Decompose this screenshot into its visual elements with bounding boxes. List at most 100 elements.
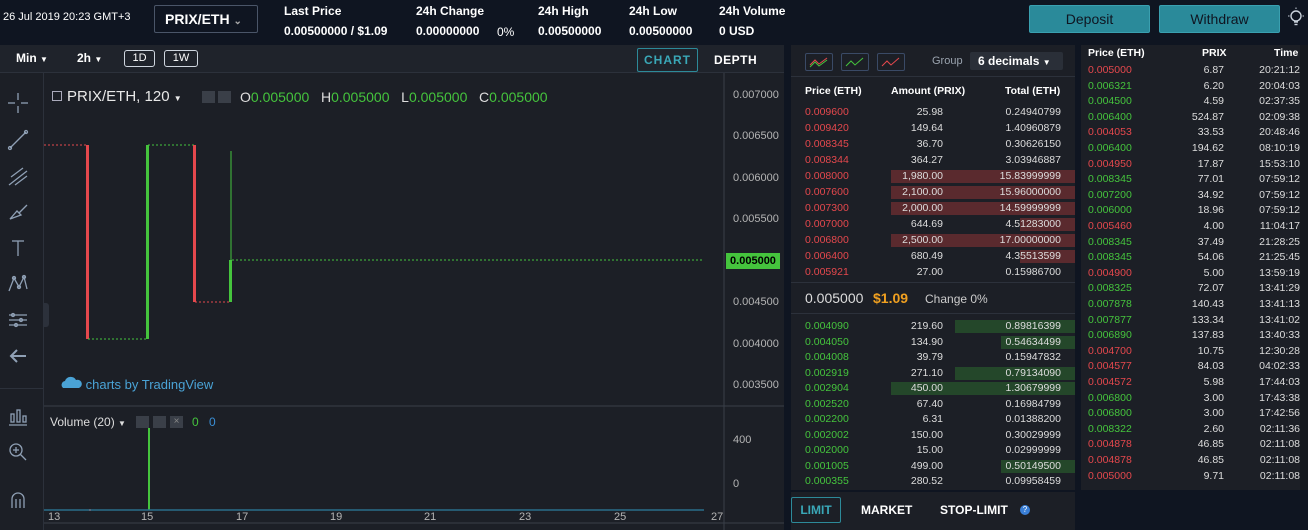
ask-row[interactable]: 0.009420 149.64 1.40960879 bbox=[791, 121, 1075, 136]
bid-row[interactable]: 0.004090 219.60 0.89816399 bbox=[791, 319, 1075, 334]
bid-row[interactable]: 0.002919 271.10 0.79134090 bbox=[791, 366, 1075, 381]
volume-legend[interactable]: Volume (20) ▼ bbox=[50, 415, 126, 429]
collapse-tools-handle[interactable] bbox=[43, 303, 49, 327]
bid-row[interactable]: 0.004008 39.79 0.15947832 bbox=[791, 350, 1075, 365]
trade-row[interactable]: 0.004053 33.53 20:48:46 bbox=[1081, 125, 1300, 140]
depth-bar bbox=[1001, 335, 1075, 349]
ask-row[interactable]: 0.006400 680.49 4.35513599 bbox=[791, 249, 1075, 264]
decimals-dropdown[interactable]: 6 decimals ▼ bbox=[970, 52, 1063, 70]
interval-unit-label: Min bbox=[16, 51, 37, 65]
tradingview-watermark[interactable]: charts by TradingView bbox=[60, 375, 213, 392]
collapse-legend-icon[interactable] bbox=[52, 91, 62, 101]
ask-row[interactable]: 0.009600 25.98 0.24940799 bbox=[791, 105, 1075, 120]
trade-row[interactable]: 0.008345 37.49 21:28:25 bbox=[1081, 235, 1300, 250]
trade-row[interactable]: 0.004900 5.00 13:59:19 bbox=[1081, 266, 1300, 281]
close-icon[interactable]: × bbox=[170, 416, 183, 428]
view-bids-icon[interactable] bbox=[841, 53, 869, 71]
trade-row[interactable]: 0.004878 46.85 02:11:08 bbox=[1081, 437, 1300, 452]
trade-row[interactable]: 0.005000 6.87 20:21:12 bbox=[1081, 63, 1300, 78]
trade-row[interactable]: 0.004500 4.59 02:37:35 bbox=[1081, 94, 1300, 109]
settings-icon[interactable] bbox=[153, 416, 166, 428]
ask-row[interactable]: 0.007300 2,000.00 14.59999999 bbox=[791, 201, 1075, 216]
bid-row[interactable]: 0.002200 6.31 0.01388200 bbox=[791, 412, 1075, 427]
tab-depth[interactable]: DEPTH bbox=[714, 53, 758, 67]
trade-row[interactable]: 0.005460 4.00 11:04:17 bbox=[1081, 219, 1300, 234]
interval-dropdown[interactable]: 2h ▼ bbox=[77, 51, 102, 65]
range-1w-button[interactable]: 1W bbox=[164, 50, 198, 67]
trade-row[interactable]: 0.004878 46.85 02:11:08 bbox=[1081, 453, 1300, 468]
ask-row[interactable]: 0.008344 364.27 3.03946887 bbox=[791, 153, 1075, 168]
bid-row[interactable]: 0.001005 499.00 0.50149500 bbox=[791, 459, 1075, 474]
trade-row[interactable]: 0.007878 140.43 13:41:13 bbox=[1081, 297, 1300, 312]
brush-icon[interactable] bbox=[4, 199, 32, 225]
trade-row[interactable]: 0.006000 18.96 07:59:12 bbox=[1081, 203, 1300, 218]
bid-row[interactable]: 0.000355 280.52 0.09958459 bbox=[791, 474, 1075, 489]
trade-row[interactable]: 0.008345 77.01 07:59:12 bbox=[1081, 172, 1300, 187]
trade-row[interactable]: 0.008325 72.07 13:41:29 bbox=[1081, 281, 1300, 296]
trade-row[interactable]: 0.005000 9.71 02:11:08 bbox=[1081, 469, 1300, 484]
visibility-icon[interactable] bbox=[136, 416, 149, 428]
interval-unit-dropdown[interactable]: Min ▼ bbox=[16, 51, 48, 65]
trade-row[interactable]: 0.004577 84.03 04:02:33 bbox=[1081, 359, 1300, 374]
trade-price: 0.004577 bbox=[1088, 360, 1132, 373]
indicators-icon[interactable] bbox=[4, 403, 32, 429]
tab-market[interactable]: MARKET bbox=[861, 503, 913, 517]
visibility-icon[interactable] bbox=[202, 91, 215, 103]
pitchfork-icon[interactable] bbox=[4, 163, 32, 189]
trade-row[interactable]: 0.006800 3.00 17:43:38 bbox=[1081, 391, 1300, 406]
bid-amount: 450.00 bbox=[910, 382, 943, 394]
price-chart[interactable] bbox=[44, 73, 784, 530]
bid-row[interactable]: 0.002904 450.00 1.30679999 bbox=[791, 381, 1075, 396]
ask-row[interactable]: 0.007600 2,100.00 15.96000000 bbox=[791, 185, 1075, 200]
back-arrow-icon[interactable] bbox=[4, 343, 32, 369]
magnet-icon[interactable] bbox=[4, 487, 32, 513]
caret-down-icon: ▼ bbox=[173, 94, 182, 103]
trade-row[interactable]: 0.007200 34.92 07:59:12 bbox=[1081, 188, 1300, 203]
ask-row[interactable]: 0.006800 2,500.00 17.00000000 bbox=[791, 233, 1075, 248]
withdraw-button[interactable]: Withdraw bbox=[1159, 5, 1280, 33]
tab-chart[interactable]: CHART bbox=[637, 48, 698, 72]
chart-symbol[interactable]: PRIX/ETH, 120 ▼ bbox=[67, 88, 182, 105]
bid-row[interactable]: 0.002002 150.00 0.30029999 bbox=[791, 428, 1075, 443]
trade-row[interactable]: 0.004572 5.98 17:44:03 bbox=[1081, 375, 1300, 390]
price-tick: 0.004000 bbox=[733, 338, 779, 350]
bid-amount: 219.60 bbox=[910, 320, 943, 332]
trade-row[interactable]: 0.006400 524.87 02:09:38 bbox=[1081, 110, 1300, 125]
trade-row[interactable]: 0.004700 10.75 12:30:28 bbox=[1081, 344, 1300, 359]
trend-line-icon[interactable] bbox=[4, 127, 32, 153]
text-tool-icon[interactable] bbox=[4, 235, 32, 261]
bid-row[interactable]: 0.002000 15.00 0.02999999 bbox=[791, 443, 1075, 458]
trade-amount: 5.98 bbox=[1203, 376, 1224, 388]
ask-row[interactable]: 0.005921 27.00 0.15986700 bbox=[791, 265, 1075, 280]
trade-row[interactable]: 0.004950 17.87 15:53:10 bbox=[1081, 157, 1300, 172]
bulb-icon[interactable] bbox=[1286, 7, 1306, 29]
ask-price: 0.009600 bbox=[805, 106, 849, 118]
trade-amount: 194.62 bbox=[1191, 142, 1224, 154]
tab-limit[interactable]: LIMIT bbox=[791, 497, 841, 523]
crosshair-icon[interactable] bbox=[4, 90, 32, 116]
pair-selector[interactable]: PRIX/ETH ⌄ bbox=[154, 5, 258, 33]
settings-icon[interactable] bbox=[218, 91, 231, 103]
view-both-icon[interactable] bbox=[805, 53, 833, 71]
trade-row[interactable]: 0.006400 194.62 08:10:19 bbox=[1081, 141, 1300, 156]
tab-stop-limit[interactable]: STOP-LIMIT bbox=[940, 503, 1008, 517]
range-1d-button[interactable]: 1D bbox=[124, 50, 155, 67]
view-asks-icon[interactable] bbox=[877, 53, 905, 71]
ask-row[interactable]: 0.008345 36.70 0.30626150 bbox=[791, 137, 1075, 152]
trade-row[interactable]: 0.007877 133.34 13:41:02 bbox=[1081, 313, 1300, 328]
info-icon[interactable]: ? bbox=[1020, 505, 1030, 515]
ask-row[interactable]: 0.007000 644.69 4.51283000 bbox=[791, 217, 1075, 232]
trade-row[interactable]: 0.008345 54.06 21:25:45 bbox=[1081, 250, 1300, 265]
pattern-icon[interactable] bbox=[4, 271, 32, 297]
trade-row[interactable]: 0.008322 2.60 02:11:36 bbox=[1081, 422, 1300, 437]
trade-row[interactable]: 0.006890 137.83 13:40:33 bbox=[1081, 328, 1300, 343]
ask-row[interactable]: 0.008000 1,980.00 15.83999999 bbox=[791, 169, 1075, 184]
measure-icon[interactable] bbox=[4, 307, 32, 333]
bid-row[interactable]: 0.004050 134.90 0.54634499 bbox=[791, 335, 1075, 350]
bid-row[interactable]: 0.002520 67.40 0.16984799 bbox=[791, 397, 1075, 412]
deposit-button[interactable]: Deposit bbox=[1029, 5, 1150, 33]
scrollbar[interactable] bbox=[1300, 45, 1308, 490]
trade-row[interactable]: 0.006800 3.00 17:42:56 bbox=[1081, 406, 1300, 421]
trade-row[interactable]: 0.006321 6.20 20:04:03 bbox=[1081, 79, 1300, 94]
zoom-icon[interactable] bbox=[4, 439, 32, 465]
